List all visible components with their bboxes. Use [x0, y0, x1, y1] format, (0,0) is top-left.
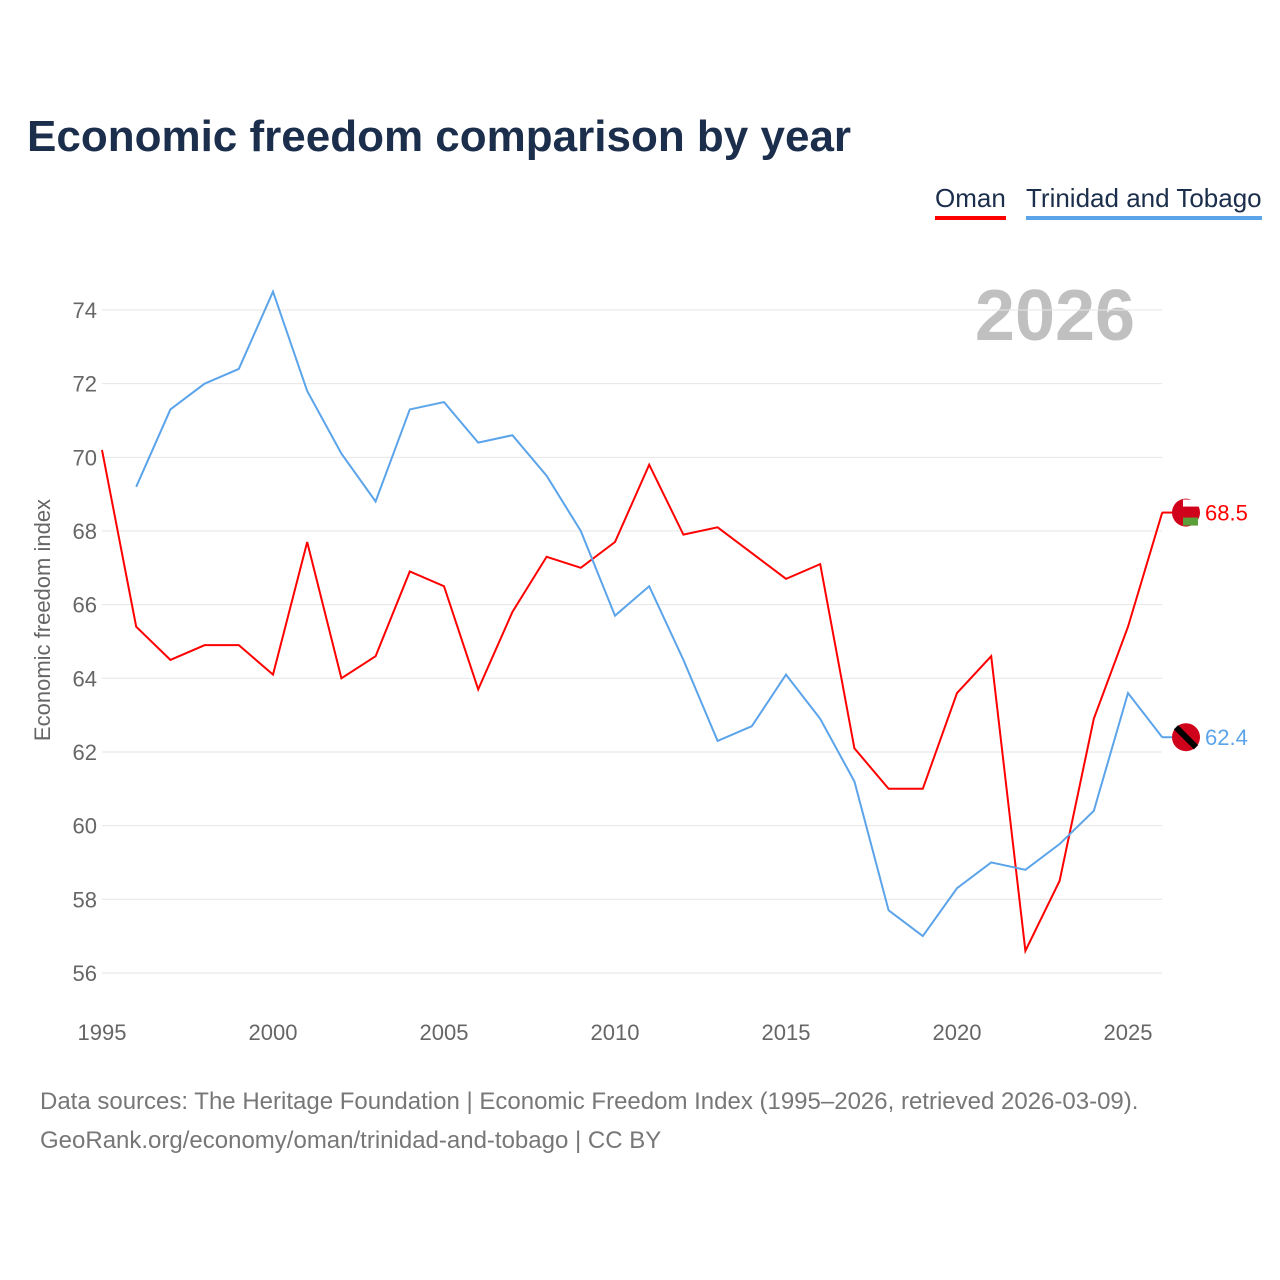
y-tick-label: 66 — [73, 593, 97, 618]
x-tick-label: 2025 — [1104, 1020, 1153, 1045]
legend-trinidad-and-tobago[interactable]: Trinidad and Tobago — [1026, 183, 1262, 220]
series-line-trinidad-and-tobago — [135, 288, 1163, 938]
footer-link[interactable]: GeoRank.org/economy/oman/trinidad-and-to… — [40, 1127, 662, 1154]
y-tick-label: 58 — [73, 887, 97, 912]
year-watermark: 2026 — [975, 276, 1135, 356]
legend-oman[interactable]: Oman — [935, 183, 1006, 220]
end-value-label: 68.5 — [1205, 501, 1248, 526]
x-tick-label: 2015 — [762, 1020, 811, 1045]
y-tick-label: 64 — [73, 666, 97, 691]
flag-stripe — [1183, 517, 1198, 526]
y-axis-label: Economic freedom index — [30, 499, 55, 741]
series-line-oman — [101, 449, 1164, 955]
x-tick-label: 2000 — [249, 1020, 298, 1045]
y-tick-label: 68 — [73, 519, 97, 544]
y-tick-label: 70 — [73, 445, 97, 470]
chart-title: Economic freedom comparison by year — [27, 112, 852, 161]
y-tick-label: 74 — [73, 298, 97, 323]
x-tick-label: 2005 — [420, 1020, 469, 1045]
x-tick-label: 2020 — [933, 1020, 982, 1045]
y-tick-label: 56 — [73, 961, 97, 986]
flag-stripe — [1183, 499, 1199, 507]
y-tick-label: 60 — [73, 814, 97, 839]
end-value-label: 62.4 — [1205, 725, 1248, 750]
footer-sources: Data sources: The Heritage Foundation | … — [40, 1088, 1139, 1115]
flag-stripe — [1173, 725, 1199, 750]
x-tick-label: 1995 — [78, 1020, 127, 1045]
x-tick-label: 2010 — [591, 1020, 640, 1045]
y-tick-label: 62 — [73, 740, 97, 765]
y-tick-label: 72 — [73, 372, 97, 397]
